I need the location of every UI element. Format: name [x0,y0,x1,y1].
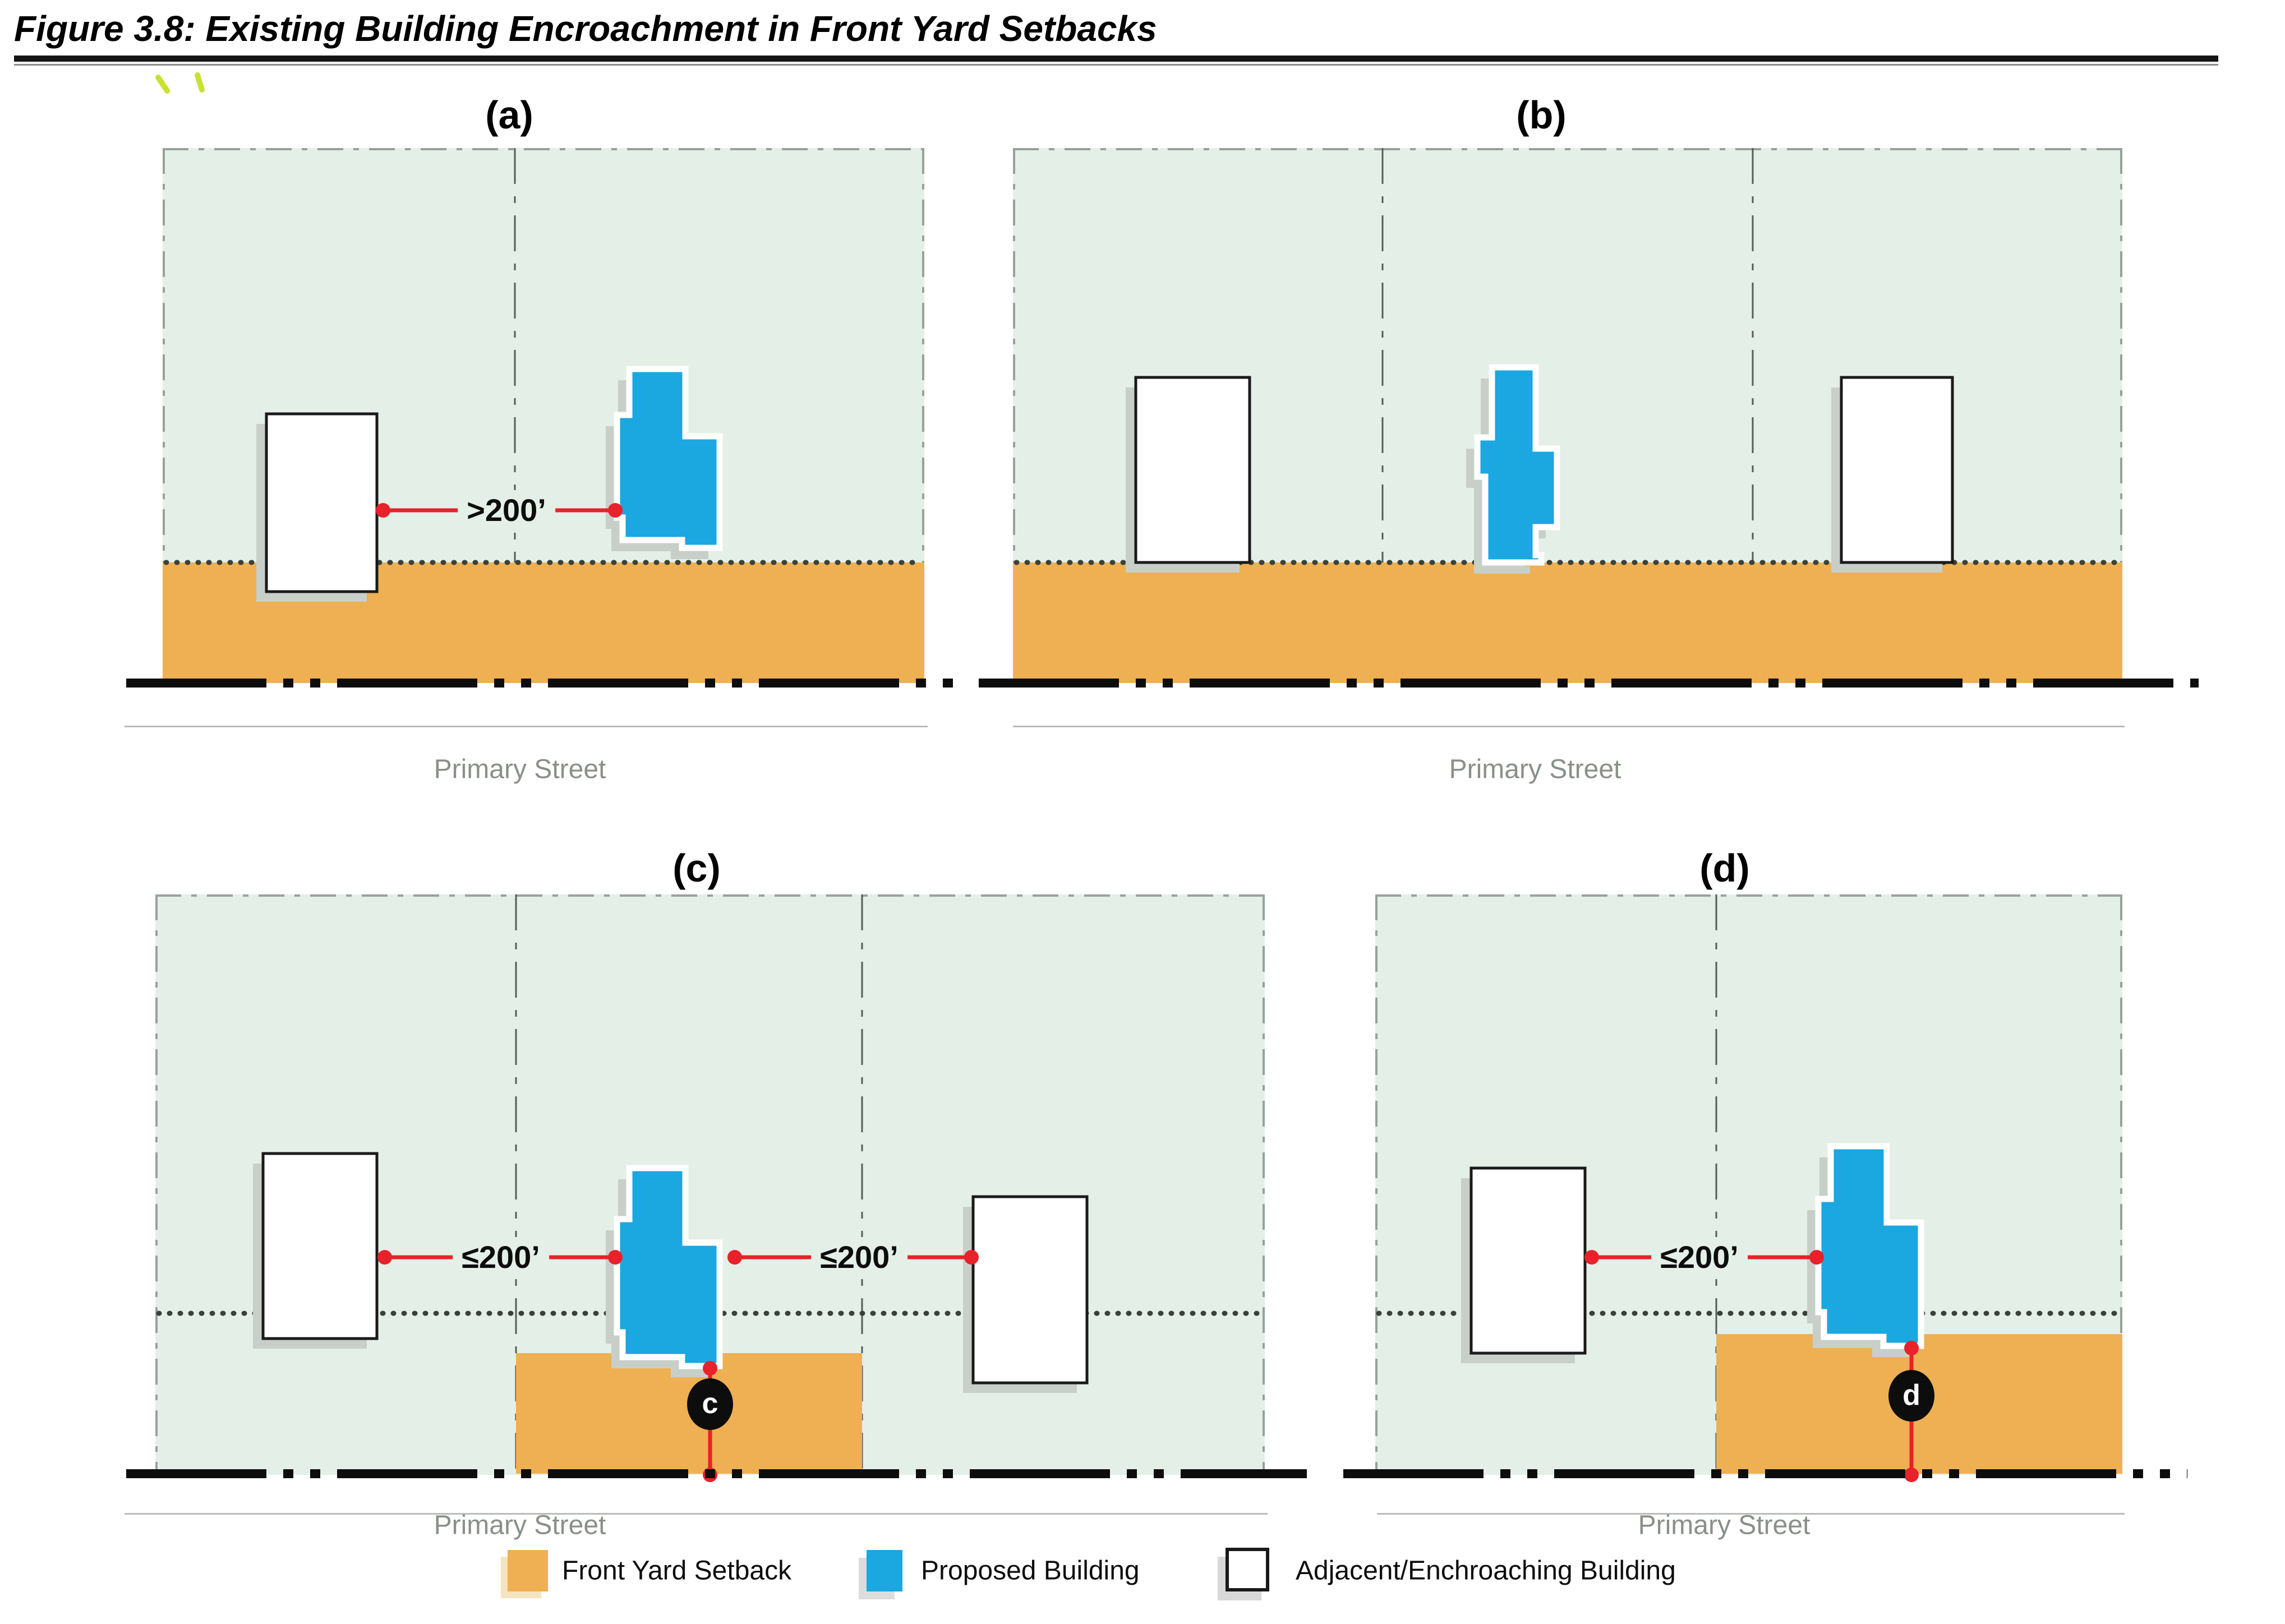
panel-c-badge-circle [687,1378,733,1430]
panel-b-graphics [979,148,2199,727]
proposed-building-swatch [867,1550,902,1591]
panel-c-street-label: Primary Street [434,1510,606,1540]
front-yard-setback-swatch [508,1550,548,1591]
panel-c-graphics [125,894,1307,1515]
panel-c-badge-letter: c [702,1387,718,1420]
adjacent-building-swatch [1226,1548,1269,1591]
panel-c-dimension-label-left: ≤200’ [453,1237,549,1277]
panel-b-street-label: Primary Street [1449,754,1621,785]
legend-label-adjacent-building: Adjacent/Enchroaching Building [1296,1556,1676,1586]
panel-d-adjacent-building [1469,1166,1587,1355]
panel-d-badge-circle [1888,1370,1934,1422]
panel-a-adjacent-building [265,412,379,593]
panel-a-dimension-label: >200’ [458,490,555,530]
panel-a-street-rule [125,726,928,727]
panel-c-dimension-label-right: ≤200’ [811,1237,907,1277]
panel-b-adjacent-building [1134,376,1251,564]
title-rule-thick [14,56,2218,62]
panel-c-label: (c) [672,846,721,890]
dimension-endpoint-dot [964,1250,979,1265]
dimension-endpoint-dot [376,503,390,518]
panel-d-street-rule [1377,1513,2125,1515]
dimension-endpoint-dot [377,1250,392,1265]
dimension-endpoint-dot [608,1250,623,1265]
panel-a-label: (a) [485,93,533,137]
stray-mark-icon [195,72,205,93]
dimension-endpoint-dot [608,503,623,518]
panel-c-street-rule [125,1513,1268,1515]
panel-d-proposed-building [1815,1143,1924,1349]
panel-b-setback-area [1013,562,2122,683]
panel-c-proposed-building [614,1165,723,1369]
dimension-endpoint-dot [1584,1250,1599,1265]
panel-a-street-label: Primary Street [434,754,606,785]
panel-c-adjacent-building [261,1152,379,1340]
figure-title: Figure 3.8: Existing Building Encroachme… [14,8,1157,49]
legend-label-proposed-building: Proposed Building [921,1556,1140,1586]
panel-a-proposed-building [614,366,723,551]
panel-d-street-label: Primary Street [1638,1510,1811,1540]
dimension-endpoint-dot [1904,1341,1919,1355]
panel-b-adjacent-building2 [1840,376,1954,564]
title-rule-thin [14,64,2218,66]
panel-d-dimension-label: ≤200’ [1651,1237,1748,1277]
panel-c-adjacent-building2 [971,1195,1089,1385]
panel-b-label: (b) [1516,93,1567,137]
panel-a-graphics [125,148,953,727]
panel-d-badge-letter: d [1902,1379,1920,1411]
panel-b-proposed-building [1474,364,1560,566]
stray-mark-icon [155,75,170,94]
panel-b-street-rule [1013,726,2125,727]
dimension-endpoint-dot [1904,1468,1919,1482]
legend-label-front-yard-setback: Front Yard Setback [562,1556,792,1586]
dimension-endpoint-dot [727,1250,742,1265]
dimension-endpoint-dot [1809,1250,1824,1265]
dimension-endpoint-dot [703,1361,717,1376]
panel-d-label: (d) [1699,846,1750,890]
panel-d-graphics [1343,894,2187,1515]
